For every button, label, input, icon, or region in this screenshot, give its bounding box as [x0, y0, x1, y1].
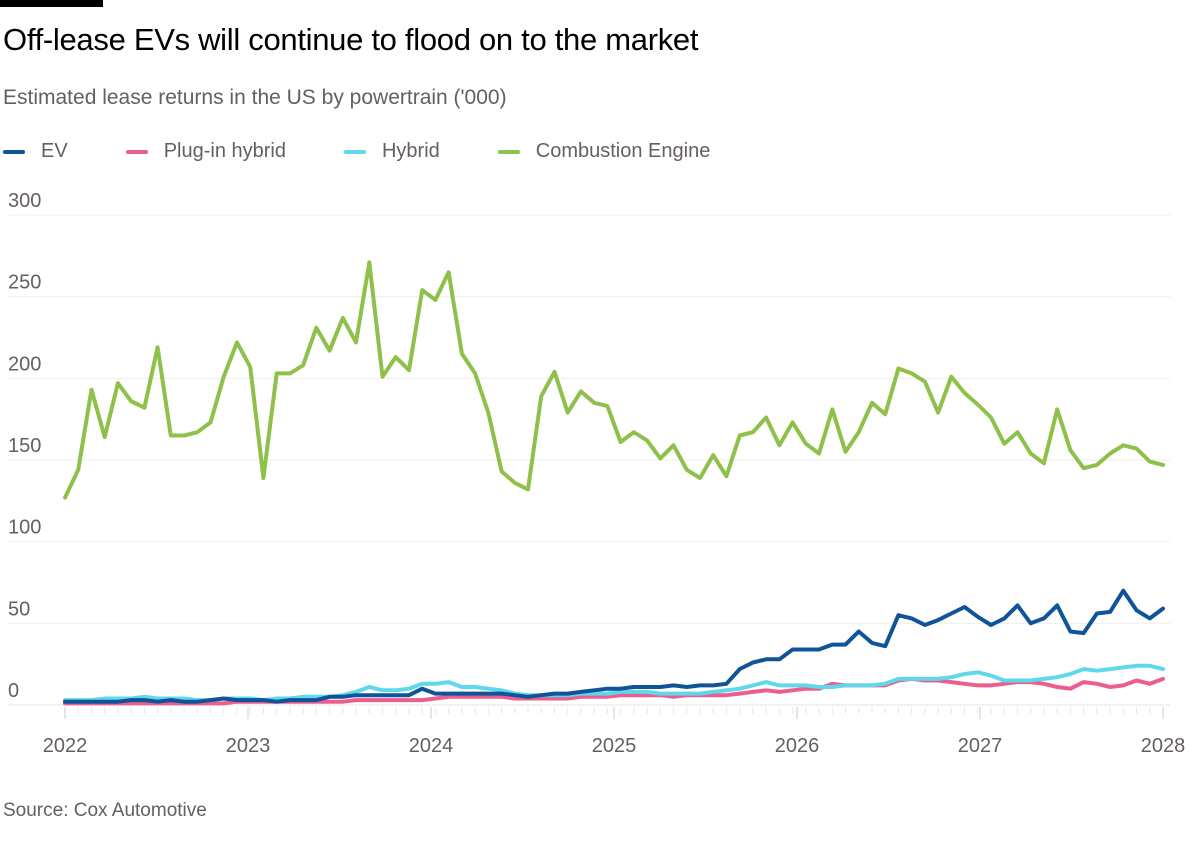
legend-item-hybrid: Hybrid [343, 140, 440, 163]
source-note: Source: Cox Automotive [3, 800, 207, 821]
brand-bar [0, 0, 103, 7]
chart-title: Off-lease EVs will continue to flood on … [3, 22, 699, 57]
series-line-ev [63, 588, 1165, 704]
series-line-combustion-engine [63, 260, 1165, 500]
x-tick-label: 2024 [409, 735, 454, 757]
x-tick-label: 2023 [226, 735, 271, 757]
legend-label: EV [41, 140, 68, 162]
y-tick-label: 50 [8, 598, 30, 620]
x-tick-label: 2022 [43, 735, 88, 757]
x-tick-label: 2027 [958, 735, 1003, 757]
y-tick-label: 150 [8, 435, 41, 457]
legend-item-combustion-engine: Combustion Engine [497, 140, 711, 163]
x-tick-label: 2025 [592, 735, 637, 757]
legend-swatch [3, 149, 25, 154]
legend-label: Plug-in hybrid [163, 140, 286, 162]
legend-swatch [125, 149, 148, 154]
legend-item-plug-in-hybrid: Plug-in hybrid [125, 140, 286, 163]
chart-subtitle: Estimated lease returns in the US by pow… [3, 86, 507, 109]
legend-swatch [343, 149, 366, 154]
y-tick-label: 250 [8, 272, 41, 294]
y-tick-label: 200 [8, 353, 41, 375]
legend-label: Combustion Engine [535, 140, 711, 162]
legend-label: Hybrid [381, 140, 440, 162]
x-tick-label: 2026 [775, 735, 820, 757]
legend-swatch [497, 149, 520, 154]
y-tick-label: 0 [8, 680, 19, 702]
y-tick-label: 300 [8, 190, 41, 212]
legend-item-ev: EV [3, 140, 68, 163]
legend: EV Plug-in hybrid Hybrid Combustion Engi… [3, 140, 768, 163]
y-tick-label: 100 [8, 517, 41, 539]
x-tick-label: 2028 [1141, 735, 1186, 757]
